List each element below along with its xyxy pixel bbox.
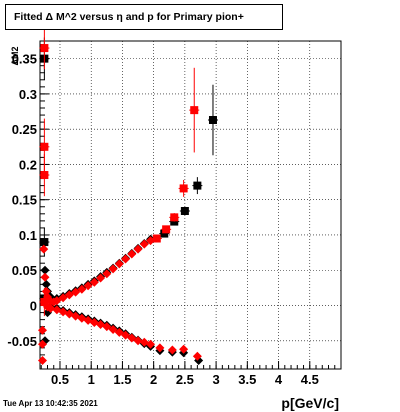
diamond-marker — [102, 269, 112, 279]
diamond-marker — [179, 344, 189, 354]
square-marker — [160, 229, 169, 238]
diamond-marker — [40, 265, 50, 275]
diamond-marker — [37, 325, 47, 335]
diamond-marker — [167, 345, 177, 355]
diamond-marker — [89, 277, 99, 287]
square-marker — [40, 297, 49, 306]
diamond-marker — [121, 330, 131, 340]
square-marker — [208, 116, 217, 125]
diamond-marker — [41, 279, 51, 289]
diamond-marker — [71, 287, 81, 297]
diamond-marker — [192, 351, 202, 361]
diamond-marker — [139, 239, 149, 249]
diamond-marker — [127, 333, 137, 343]
y-tick-label: 0.05 — [12, 263, 37, 278]
diamond-marker — [58, 307, 68, 317]
chart-title-box: Fitted Δ M^2 versus η and p for Primary … — [5, 4, 283, 30]
diamond-marker — [108, 264, 118, 274]
diamond-marker — [77, 284, 87, 294]
diamond-marker — [58, 293, 68, 303]
x-tick-label: 2 — [150, 372, 157, 387]
diamond-marker — [114, 327, 124, 337]
diamond-marker — [146, 339, 156, 349]
diamond-marker — [83, 281, 93, 291]
diamond-marker — [155, 343, 165, 353]
square-marker — [40, 44, 49, 53]
diamond-marker — [39, 238, 49, 248]
diamond-marker — [127, 249, 137, 259]
y-axis-label: ΔM2 — [10, 47, 20, 66]
diamond-marker — [114, 259, 124, 269]
square-marker — [179, 184, 188, 193]
diamond-marker — [121, 254, 131, 264]
x-tick-label: 1 — [88, 372, 95, 387]
x-axis-label: p[GeV/c] — [281, 395, 339, 411]
data-points — [37, 26, 218, 366]
grid-lines — [40, 41, 341, 369]
plot-frame — [39, 40, 342, 370]
x-tick-label: 4 — [275, 372, 283, 387]
square-marker — [190, 106, 199, 115]
square-marker — [40, 171, 49, 180]
diamond-marker — [133, 244, 143, 254]
y-tick-label: -0.05 — [7, 334, 37, 349]
diamond-marker — [37, 339, 47, 349]
square-marker — [180, 206, 189, 215]
y-tick-label: 0.35 — [12, 52, 37, 67]
y-tick-label: 0.3 — [19, 87, 37, 102]
diamond-marker — [40, 272, 50, 282]
y-tick-label: 0.1 — [19, 228, 37, 243]
diamond-marker — [39, 244, 49, 254]
square-marker — [40, 142, 49, 151]
y-tick-label: 0.25 — [12, 122, 37, 137]
square-marker — [162, 225, 171, 234]
diamond-marker — [133, 336, 143, 346]
diamond-marker — [46, 303, 56, 313]
x-tick-label: 0.5 — [51, 372, 69, 387]
y-tick-label: 0.2 — [19, 157, 37, 172]
square-marker — [193, 181, 202, 190]
diamond-marker — [96, 273, 106, 283]
diamond-marker — [102, 322, 112, 332]
x-tick-label: 3 — [212, 372, 219, 387]
chart-title: Fitted Δ M^2 versus η and p for Primary … — [14, 11, 244, 23]
x-tick-label: 2.5 — [176, 372, 194, 387]
diamond-marker — [52, 296, 62, 306]
diamond-marker — [64, 290, 74, 300]
x-tick-label: 4.5 — [301, 372, 319, 387]
diamond-marker — [146, 236, 156, 246]
square-marker — [152, 234, 161, 243]
x-tick-label: 1.5 — [113, 372, 131, 387]
timestamp: Tue Apr 13 10:42:35 2021 — [3, 399, 98, 408]
diamond-marker — [108, 324, 118, 334]
x-tick-label: 3.5 — [238, 372, 256, 387]
y-tick-label: 0 — [30, 299, 37, 314]
diamond-marker — [37, 356, 47, 366]
square-marker — [170, 213, 179, 222]
y-tick-label: 0.15 — [12, 193, 37, 208]
